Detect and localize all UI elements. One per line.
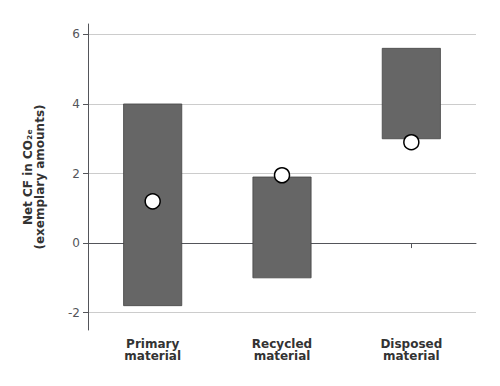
svg-text:(exemplary amounts): (exemplary amounts) xyxy=(33,104,47,249)
svg-text:-2: -2 xyxy=(68,306,80,320)
svg-text:material: material xyxy=(254,349,311,363)
svg-text:material: material xyxy=(383,349,440,363)
svg-text:0: 0 xyxy=(72,236,80,250)
svg-text:material: material xyxy=(124,349,181,363)
svg-text:4: 4 xyxy=(72,97,80,111)
svg-text:Recycled: Recycled xyxy=(251,337,313,351)
svg-text:Disposed: Disposed xyxy=(380,337,443,351)
svg-text:Net CF in CO₂ₑ: Net CF in CO₂ₑ xyxy=(21,128,35,226)
svg-text:Primary: Primary xyxy=(126,337,180,351)
svg-text:6: 6 xyxy=(72,27,80,41)
svg-text:2: 2 xyxy=(72,167,80,181)
